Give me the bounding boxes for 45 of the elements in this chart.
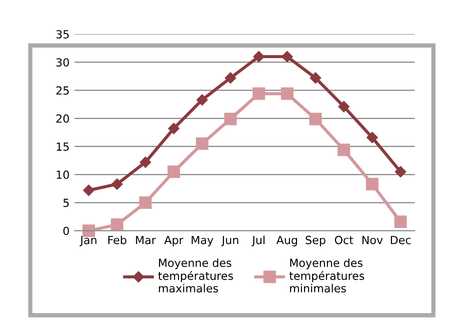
x-tick-label: Dec (390, 236, 411, 244)
point (196, 94, 208, 106)
legend-label: Moyenne des températures minimales (289, 258, 364, 292)
x-tick-label: Mar (136, 236, 156, 244)
y-tick-label: 20 (56, 114, 69, 123)
point (253, 50, 264, 62)
y-tick-label: 15 (56, 142, 69, 151)
point (366, 178, 378, 190)
y-tick-label: 5 (63, 198, 69, 208)
x-tick-label: Sep (306, 236, 326, 246)
y-tick-label: 35 (56, 30, 69, 39)
y-tick-label: 25 (56, 86, 69, 95)
point (310, 72, 322, 84)
point (139, 196, 152, 209)
x-tick-label: Feb (108, 236, 126, 244)
y-tick-label: 30 (56, 58, 69, 67)
point (196, 137, 208, 150)
x-tick-label: Jan (80, 236, 96, 246)
point (168, 166, 180, 178)
y-tick-label: 0 (63, 226, 69, 236)
point (338, 100, 350, 112)
point (338, 144, 350, 156)
point (366, 132, 378, 144)
point (252, 87, 266, 100)
point (224, 72, 236, 84)
point (111, 178, 123, 190)
x-tick-label: May (192, 236, 214, 246)
point (280, 87, 294, 100)
point (83, 184, 94, 196)
point (110, 218, 124, 231)
x-tick-label: Nov (362, 236, 383, 244)
x-tick-label: Oct (334, 236, 354, 244)
point (168, 122, 180, 134)
x-tick-label: Jun (221, 236, 238, 246)
point (224, 112, 237, 126)
y-tick-label: 10 (56, 170, 69, 179)
x-tick-label: Aug (276, 236, 298, 246)
x-tick-label: Jul (252, 236, 264, 246)
point (282, 50, 293, 62)
point (394, 166, 406, 178)
x-tick-label: Apr (164, 236, 184, 246)
point (140, 156, 152, 168)
point (394, 216, 407, 228)
legend-label: Moyenne des températures maximales (158, 258, 233, 292)
point (309, 112, 322, 126)
